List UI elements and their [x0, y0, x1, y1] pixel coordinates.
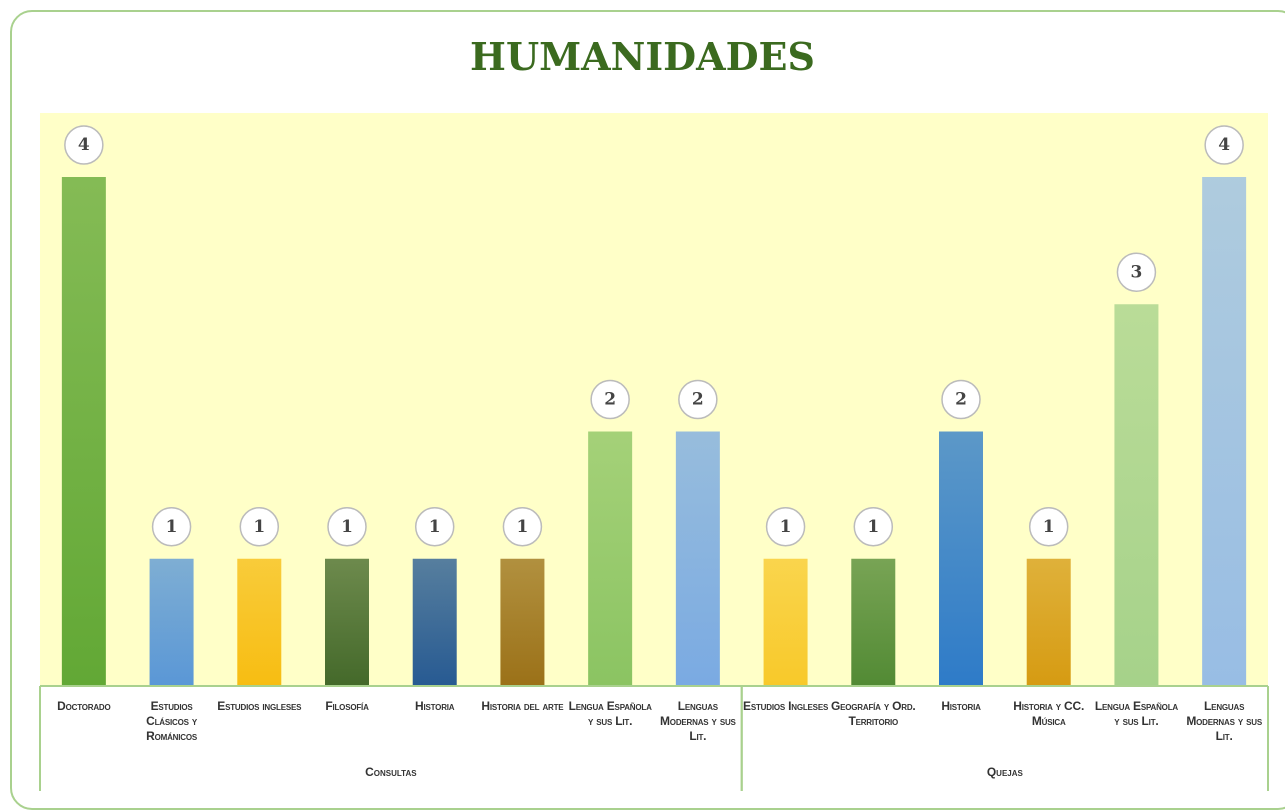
value-label-bubble [1204, 125, 1244, 165]
value-label-bubble [765, 507, 806, 547]
value-label-bubble [64, 125, 104, 165]
x-tick-label: Historia y CC. Música [1013, 699, 1085, 728]
value-label-bubble [1028, 507, 1069, 547]
x-tick-label: Historia [941, 699, 981, 713]
chart-title: HUMANIDADES [470, 34, 815, 79]
bar [412, 558, 457, 686]
value-label-bubble [239, 507, 280, 547]
value-label: 3 [1131, 262, 1143, 282]
x-tick-label: Geografía y Ord. Territorio [830, 699, 916, 728]
x-tick-label: Estudios Ingleses [743, 699, 829, 713]
bar [325, 558, 369, 686]
chart: 4 1 1 1 1 1 2 2 1 1 2 1 3 4 [39, 113, 1269, 791]
x-tick-label: Lenguas Modernas y sus Lit. [660, 699, 736, 743]
x-tick-label: Estudios ingleses [217, 699, 302, 713]
value-label: 1 [517, 517, 529, 537]
x-tick-label: Historia del arte [481, 699, 564, 713]
value-label-bubble [327, 507, 367, 547]
value-label-bubble [941, 379, 981, 420]
value-label: 1 [341, 517, 353, 537]
x-tick-label: Lengua Española y sus Lit. [1094, 699, 1178, 728]
bar [675, 431, 720, 686]
x-tick-label: Filosofía [325, 699, 369, 713]
x-tick-label: Lenguas Modernas y sus Lit. [1186, 699, 1262, 743]
group-label: Quejas [986, 765, 1023, 779]
bar [1114, 304, 1159, 686]
value-label: 1 [253, 517, 265, 537]
value-label: 1 [1043, 517, 1055, 537]
bar [149, 558, 194, 686]
x-tick-label: Historia [415, 699, 455, 713]
bar [237, 558, 282, 686]
bar [1026, 558, 1071, 686]
value-label: 2 [604, 390, 616, 410]
x-tick-label: Lengua Española y sus Lit. [568, 699, 652, 728]
bar [61, 177, 106, 686]
bar [500, 558, 545, 686]
bar [1202, 177, 1247, 686]
value-label: 1 [780, 517, 792, 537]
value-label: 4 [78, 135, 90, 155]
bar [851, 558, 896, 686]
value-label: 1 [429, 517, 441, 537]
value-label: 1 [166, 517, 178, 537]
x-tick-label: Estudios Clásicos y Románicos [146, 699, 198, 743]
value-label: 2 [692, 390, 704, 410]
plot-area [40, 113, 1268, 686]
value-label-bubble [1116, 252, 1157, 292]
bar [939, 431, 983, 686]
value-label: 2 [955, 390, 967, 410]
x-tick-label: Doctorado [57, 699, 111, 713]
value-label-bubble [853, 507, 894, 547]
value-label: 1 [867, 517, 879, 537]
value-label-bubble [590, 379, 630, 420]
bar [763, 558, 808, 686]
value-label-bubble [502, 507, 543, 547]
value-label-bubble [414, 507, 455, 547]
value-label-bubble [151, 507, 192, 547]
group-label: Consultas [365, 765, 417, 779]
value-label-bubble [678, 379, 718, 420]
value-label: 4 [1218, 135, 1230, 155]
bar [588, 431, 633, 686]
